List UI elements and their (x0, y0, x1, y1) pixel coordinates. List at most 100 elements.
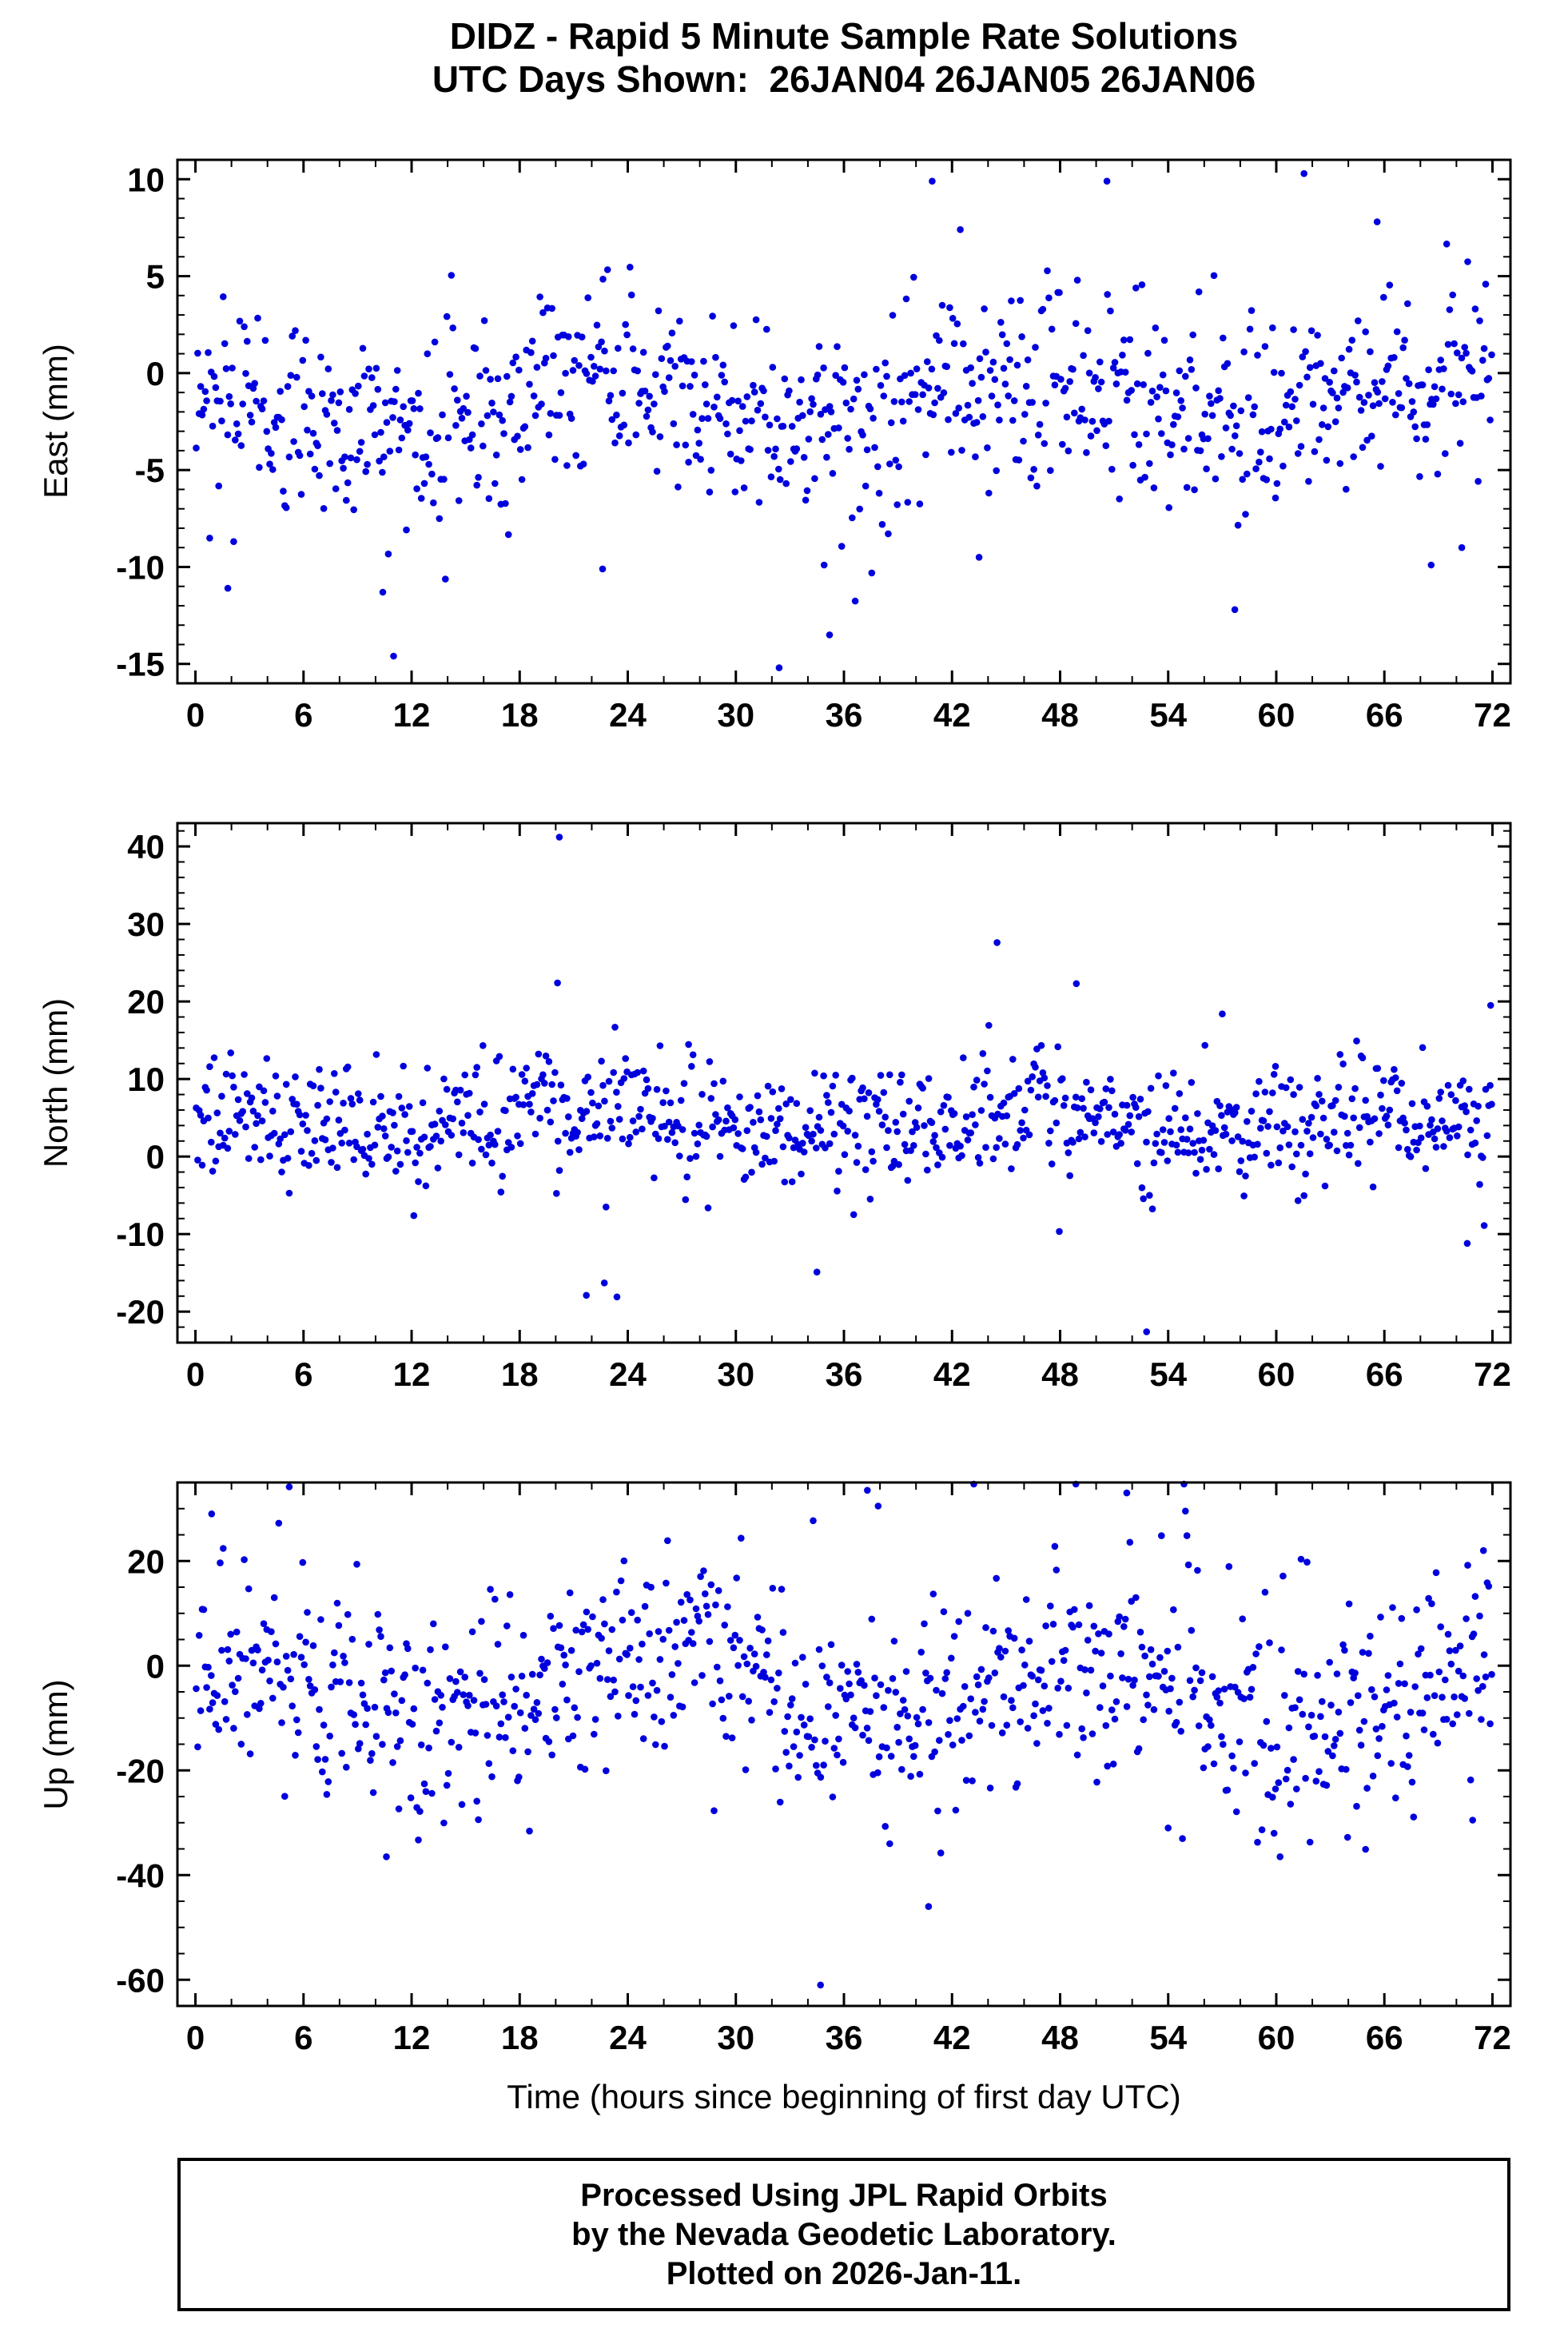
scatter-point (331, 420, 338, 427)
scatter-point (652, 371, 659, 379)
scatter-point (827, 408, 835, 416)
scatter-point (1476, 317, 1483, 324)
scatter-point (350, 506, 358, 514)
scatter-point (982, 348, 989, 356)
scatter-point (1135, 1745, 1143, 1753)
scatter-point (251, 380, 259, 388)
scatter-point (420, 1780, 428, 1788)
scatter-point (722, 1733, 730, 1740)
scatter-point (615, 1655, 623, 1663)
scatter-point (865, 1737, 873, 1745)
scatter-point (290, 438, 297, 445)
scatter-point (890, 1638, 898, 1645)
scatter-point (353, 1561, 360, 1568)
scatter-point (1018, 1119, 1025, 1127)
scatter-point (934, 1161, 941, 1168)
scatter-point (589, 377, 596, 385)
scatter-point (629, 1683, 637, 1690)
scatter-point (1206, 392, 1213, 400)
scatter-point (897, 1710, 904, 1717)
scatter-point (764, 1637, 772, 1645)
scatter-point (697, 1573, 704, 1580)
scatter-point (655, 1135, 663, 1142)
scatter-point (1218, 453, 1225, 460)
scatter-point (244, 1711, 251, 1718)
scatter-point (355, 1745, 362, 1753)
scatter-point (217, 397, 224, 405)
scatter-point (410, 405, 418, 412)
scatter-point (284, 1666, 292, 1674)
scatter-point (1183, 1532, 1191, 1539)
scatter-point (410, 1705, 418, 1713)
scatter-point (683, 1590, 690, 1598)
scatter-point (210, 1054, 218, 1061)
scatter-point (1045, 1140, 1053, 1147)
scatter-point (415, 1837, 422, 1844)
scatter-point (565, 333, 572, 340)
y-tick-label: -40 (116, 1856, 165, 1894)
y-axis-label-up: Up (mm) (37, 1679, 74, 1810)
scatter-point (230, 1725, 237, 1732)
scatter-point (1435, 1095, 1443, 1102)
scatter-point (232, 1688, 239, 1695)
scatter-point (922, 1669, 929, 1677)
scatter-point (1419, 1709, 1427, 1717)
scatter-point (603, 1676, 611, 1683)
scatter-point (1351, 1084, 1359, 1092)
y-tick-label: 0 (146, 355, 165, 392)
scatter-point (1423, 1694, 1431, 1701)
scatter-point (565, 1113, 572, 1120)
scatter-point (413, 1144, 420, 1151)
scatter-point (591, 372, 599, 380)
scatter-point (292, 1752, 299, 1759)
scatter-point (1478, 392, 1485, 400)
scatter-point (1251, 1153, 1258, 1161)
scatter-point (1108, 465, 1116, 473)
scatter-point (527, 1712, 535, 1719)
scatter-point (938, 301, 946, 309)
scatter-point (936, 1737, 943, 1744)
scatter-point (656, 1042, 664, 1049)
scatter-point (1331, 1742, 1338, 1749)
scatter-point (595, 343, 603, 351)
scatter-point (1319, 1697, 1326, 1705)
scatter-point (1359, 444, 1367, 452)
scatter-point (422, 1182, 430, 1190)
scatter-point (1367, 1138, 1374, 1146)
scatter-point (439, 411, 446, 419)
scatter-point (728, 1734, 736, 1741)
scatter-point (1251, 1760, 1258, 1767)
scatter-point (1045, 1705, 1053, 1712)
scatter-point (670, 420, 678, 428)
scatter-point (1331, 418, 1339, 425)
scatter-point (667, 1693, 675, 1701)
scatter-point (742, 1766, 750, 1773)
scatter-point (1384, 1121, 1392, 1128)
scatter-point (902, 295, 910, 303)
scatter-point (796, 398, 803, 406)
scatter-point (934, 384, 941, 392)
scatter-point (948, 1654, 955, 1662)
scatter-point (913, 1124, 921, 1131)
scatter-point (644, 1084, 652, 1092)
scatter-point (1248, 1685, 1256, 1693)
scatter-point (1097, 378, 1105, 386)
scatter-point (531, 412, 539, 420)
scatter-point (613, 1588, 620, 1596)
scatter-point (738, 457, 745, 464)
scatter-point (996, 1135, 1003, 1142)
scatter-point (263, 428, 271, 436)
scatter-point (849, 514, 856, 522)
scatter-point (767, 1676, 775, 1684)
scatter-point (1302, 1774, 1309, 1782)
scatter-point (244, 1090, 251, 1097)
scatter-point (1391, 1065, 1398, 1073)
scatter-point (393, 1743, 401, 1750)
scatter-point (272, 424, 280, 432)
scatter-point (461, 1071, 468, 1079)
scatter-point (1272, 1785, 1279, 1793)
scatter-point-outlier (864, 1486, 871, 1494)
scatter-point (308, 392, 316, 400)
scatter-point (898, 1071, 905, 1079)
scatter-point (974, 1154, 982, 1161)
